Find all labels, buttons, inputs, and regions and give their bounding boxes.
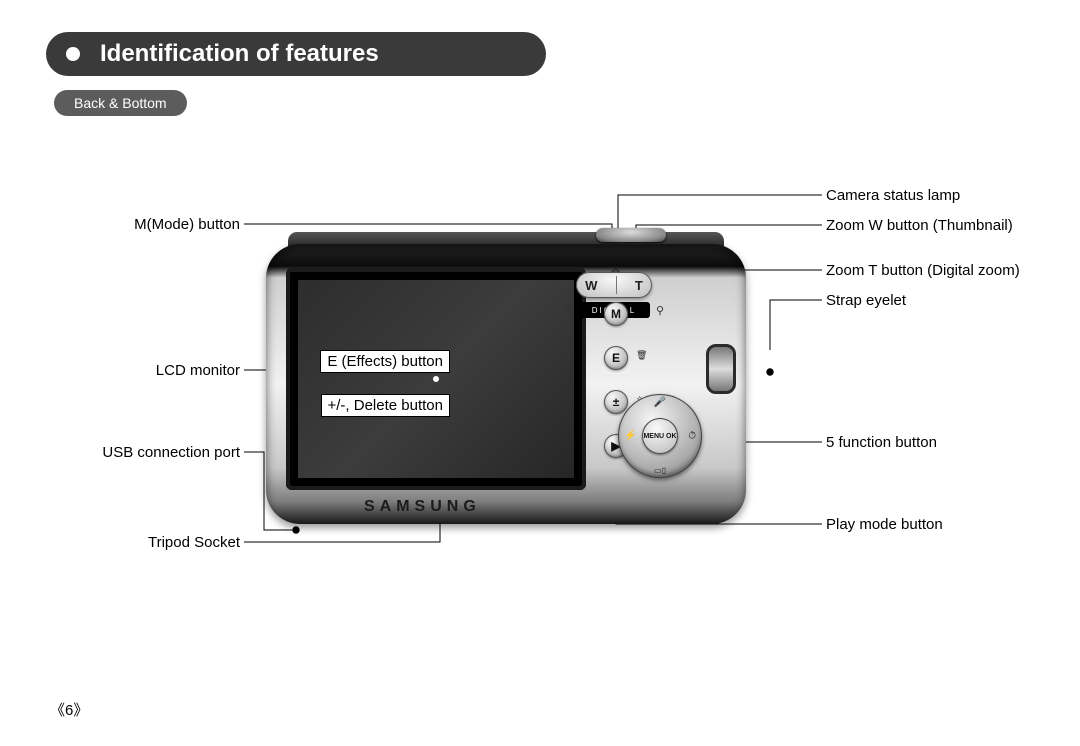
lcd-center-dot-icon: [433, 376, 439, 382]
mode-button-icon: M: [604, 302, 628, 326]
callout-label: Tripod Socket: [148, 534, 240, 551]
effects-button-label: E: [612, 351, 620, 365]
pad-down-icon: ▭▯: [654, 466, 666, 475]
pad-center-button: MENU OK: [642, 418, 678, 454]
strap-eyelet-icon: [706, 344, 736, 394]
title-dot: [66, 47, 80, 61]
lcd-frame: [286, 268, 586, 490]
pad-left-icon: ⚡: [624, 431, 636, 442]
callout-label: Zoom W button (Thumbnail): [826, 217, 1013, 234]
callout-label: M(Mode) button: [134, 216, 240, 233]
mode-button-label: M: [611, 307, 621, 321]
section-title: Identification of features: [100, 40, 379, 68]
callout-label: USB connection port: [102, 444, 240, 461]
five-function-pad: MENU OK 🎤 ▭▯ ⚡ ⏱: [618, 394, 702, 478]
page-number: 《6》: [50, 699, 88, 720]
pad-up-icon: 🎤: [654, 397, 666, 408]
callout-label: E (Effects) button: [320, 350, 450, 373]
shutter-button-icon: [596, 228, 666, 242]
effects-button-icon: E: [604, 346, 628, 370]
callout-label: Play mode button: [826, 516, 943, 533]
callout-label: 5 function button: [826, 434, 937, 451]
callout-label: Strap eyelet: [826, 292, 906, 309]
section-title-pill: Identification of features: [46, 32, 546, 76]
zoom-w-label: W: [585, 278, 597, 293]
callout-label: Zoom T button (Digital zoom): [826, 262, 1020, 279]
camera-illustration: SAMSUNG 📷 🎥 W T DIGITAL M E ± ▶ 🗑 ✧ ⚡ ▭ …: [266, 244, 746, 524]
pad-right-icon: ⏱: [688, 431, 696, 442]
brand-logo: SAMSUNG: [364, 498, 481, 516]
zoom-wt-button: W T: [576, 272, 652, 298]
callout-label: +/-, Delete button: [321, 394, 451, 417]
zoom-separator: [616, 276, 617, 294]
section-subtitle: Back & Bottom: [74, 95, 167, 111]
pad-center-label: MENU OK: [643, 432, 676, 441]
trash-glyph-icon: 🗑: [636, 350, 647, 361]
callout-label: Camera status lamp: [826, 187, 960, 204]
section-subtitle-pill: Back & Bottom: [54, 90, 187, 116]
lcd-screen: [298, 280, 574, 478]
callout-label: LCD monitor: [156, 362, 240, 379]
zoom-t-label: T: [635, 278, 643, 293]
